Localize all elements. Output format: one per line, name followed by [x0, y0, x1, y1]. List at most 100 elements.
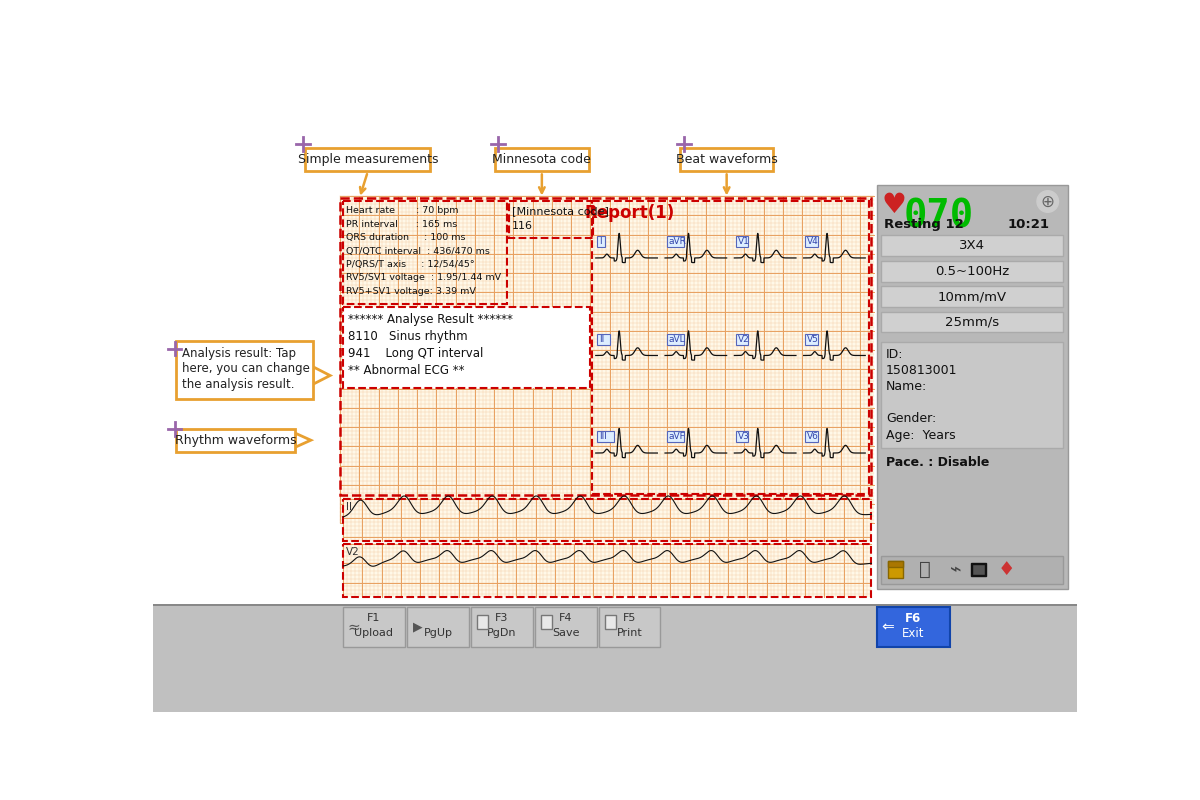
Text: 941    Long QT interval: 941 Long QT interval: [348, 347, 484, 360]
Text: P/QRS/T axis     : 12/54/45°: P/QRS/T axis : 12/54/45°: [347, 260, 475, 269]
Bar: [877, 607, 950, 647]
Text: QT/QTC interval  : 436/470 ms: QT/QTC interval : 436/470 ms: [347, 246, 490, 255]
Bar: [478, 615, 488, 629]
Bar: [541, 615, 552, 629]
Bar: [306, 148, 431, 171]
Bar: [666, 431, 684, 442]
Bar: [736, 334, 749, 345]
Text: 8110   Sinus rhythm: 8110 Sinus rhythm: [348, 330, 468, 343]
Text: RV5/SV1 voltage  : 1.95/1.44 mV: RV5/SV1 voltage : 1.95/1.44 mV: [347, 274, 502, 282]
Text: V2: V2: [347, 547, 360, 558]
Bar: [666, 334, 684, 345]
Text: F1: F1: [367, 613, 380, 623]
Text: aVR: aVR: [668, 238, 686, 246]
Bar: [343, 607, 404, 647]
Bar: [340, 198, 871, 495]
Bar: [509, 202, 594, 238]
Bar: [598, 334, 610, 345]
Polygon shape: [295, 434, 311, 447]
Text: Age:  Years: Age: Years: [886, 429, 955, 442]
Bar: [972, 564, 985, 575]
Bar: [176, 429, 295, 452]
Bar: [805, 431, 817, 442]
Text: 25mm/s: 25mm/s: [946, 315, 1000, 329]
Bar: [680, 148, 773, 171]
Text: [Minnesota code]: [Minnesota code]: [512, 206, 608, 216]
Bar: [971, 562, 986, 577]
Text: 3X4: 3X4: [959, 239, 985, 252]
Text: F4: F4: [559, 613, 572, 623]
Text: 150813001: 150813001: [886, 364, 958, 377]
Text: PgUp: PgUp: [424, 629, 452, 638]
Text: ** Abnormal ECG **: ** Abnormal ECG **: [348, 364, 464, 377]
Text: Heart rate       : 70 bpm: Heart rate : 70 bpm: [347, 206, 458, 215]
Bar: [882, 312, 1063, 332]
Bar: [599, 607, 660, 647]
Text: Rhythm waveforms: Rhythm waveforms: [175, 434, 296, 446]
Text: F3: F3: [496, 613, 509, 623]
Bar: [340, 196, 874, 523]
Text: Analysis result: Tap: Analysis result: Tap: [182, 347, 296, 360]
Text: aVL: aVL: [668, 335, 685, 344]
Text: Simple measurements: Simple measurements: [298, 154, 438, 166]
Text: Print: Print: [617, 629, 642, 638]
Bar: [736, 431, 749, 442]
Text: here, you can change: here, you can change: [182, 362, 310, 375]
Text: 10:21: 10:21: [1008, 218, 1050, 231]
Bar: [343, 202, 508, 304]
Text: V6: V6: [806, 432, 818, 442]
Circle shape: [1037, 190, 1058, 212]
Text: Gender:: Gender:: [886, 413, 936, 426]
Bar: [592, 202, 869, 494]
Bar: [154, 604, 1078, 606]
Text: ⌁: ⌁: [949, 560, 961, 579]
Text: Minnesota code: Minnesota code: [492, 154, 592, 166]
Bar: [882, 261, 1063, 282]
Text: V2: V2: [738, 335, 749, 344]
Bar: [736, 236, 749, 247]
Bar: [805, 334, 817, 345]
Bar: [535, 607, 596, 647]
Text: F6: F6: [905, 611, 922, 625]
Text: ≈: ≈: [348, 620, 360, 635]
Bar: [154, 604, 1078, 712]
Text: Exit: Exit: [902, 627, 925, 640]
Bar: [343, 544, 871, 597]
Text: RV5+SV1 voltage: 3.39 mV: RV5+SV1 voltage: 3.39 mV: [347, 287, 476, 296]
Bar: [805, 236, 817, 247]
Bar: [343, 498, 871, 541]
Bar: [598, 236, 605, 247]
Text: ♥: ♥: [881, 190, 906, 218]
Bar: [176, 341, 313, 398]
Bar: [343, 544, 871, 597]
Text: 0.5~100Hz: 0.5~100Hz: [935, 265, 1009, 278]
Bar: [407, 607, 469, 647]
Bar: [343, 307, 589, 388]
Text: 070: 070: [904, 198, 973, 236]
Text: II: II: [347, 502, 353, 512]
Text: ♦: ♦: [997, 560, 1015, 579]
Bar: [605, 615, 616, 629]
Text: ⇐: ⇐: [881, 620, 894, 635]
Bar: [877, 185, 1068, 589]
Text: V3: V3: [738, 432, 749, 442]
Bar: [882, 235, 1063, 256]
Text: PgDn: PgDn: [487, 629, 516, 638]
Text: Upload: Upload: [354, 629, 394, 638]
Text: 10mm/mV: 10mm/mV: [937, 290, 1007, 303]
Text: ▶: ▶: [413, 621, 422, 634]
Text: Save: Save: [552, 629, 580, 638]
Bar: [882, 557, 1063, 584]
Text: III: III: [599, 432, 607, 442]
Bar: [882, 342, 1063, 448]
Text: Name:: Name:: [886, 380, 928, 393]
Text: the analysis result.: the analysis result.: [182, 378, 295, 391]
Text: ID:: ID:: [886, 348, 904, 361]
Bar: [343, 498, 871, 541]
Bar: [882, 286, 1063, 307]
Text: PR interval      : 165 ms: PR interval : 165 ms: [347, 219, 457, 229]
Text: ⊕: ⊕: [1040, 193, 1055, 210]
Text: F5: F5: [623, 613, 636, 623]
Text: Report(1): Report(1): [584, 204, 676, 222]
Text: II: II: [599, 335, 604, 344]
